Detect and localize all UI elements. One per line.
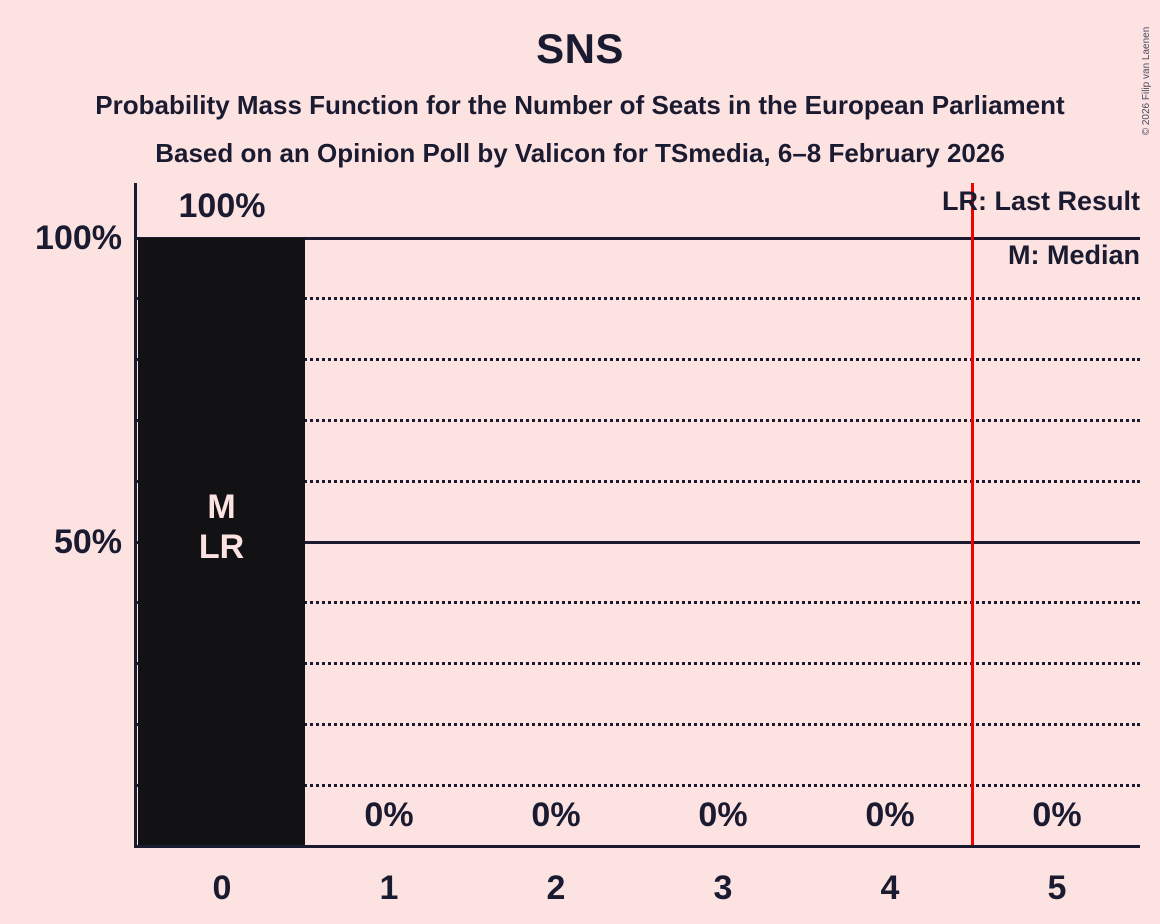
x-tick-label-3: 3 [713,869,733,907]
value-label-seats-0: 100% [178,187,266,225]
gridline-100pct [137,237,1140,240]
majority-threshold-line [971,183,974,846]
gridline-10pct [137,784,1140,787]
y-axis-label-50: 50% [53,523,122,561]
gridline-20pct [137,723,1140,726]
median-marker: M [207,488,236,526]
x-tick-label-1: 1 [379,869,399,907]
bar-annotation-median-lastresult: M LR [138,487,305,567]
legend-last-result: LR: Last Result [941,186,1140,216]
gridline-80pct [137,358,1140,361]
gridline-60pct [137,480,1140,483]
x-tick-label-2: 2 [546,869,566,907]
bar-seats-0 [138,238,305,846]
gridline-90pct [137,297,1140,300]
gridline-40pct [137,601,1140,604]
copyright-notice: © 2026 Filip van Laenen [1141,26,1152,136]
x-tick-label-4: 4 [880,869,900,907]
chart-subtitle-line1: Probability Mass Function for the Number… [95,90,1065,120]
gridline-70pct [137,419,1140,422]
x-tick-label-5: 5 [1047,869,1067,907]
page-title: SNS [536,25,624,72]
chart-subtitle-line2: Based on an Opinion Poll by Valicon for … [155,138,1005,168]
y-axis-label-100: 100% [35,219,122,257]
value-label-seats-5: 0% [1032,796,1082,834]
value-label-seats-4: 0% [865,796,915,834]
value-label-seats-1: 0% [364,796,414,834]
value-label-seats-3: 0% [698,796,748,834]
last-result-marker: LR [198,528,245,566]
x-axis-line [134,845,1140,848]
gridline-50pct [137,541,1140,544]
value-label-seats-2: 0% [531,796,581,834]
legend-median: M: Median [1008,240,1140,270]
gridline-30pct [137,662,1140,665]
x-tick-label-0: 0 [212,869,232,907]
y-axis-line [134,183,137,848]
